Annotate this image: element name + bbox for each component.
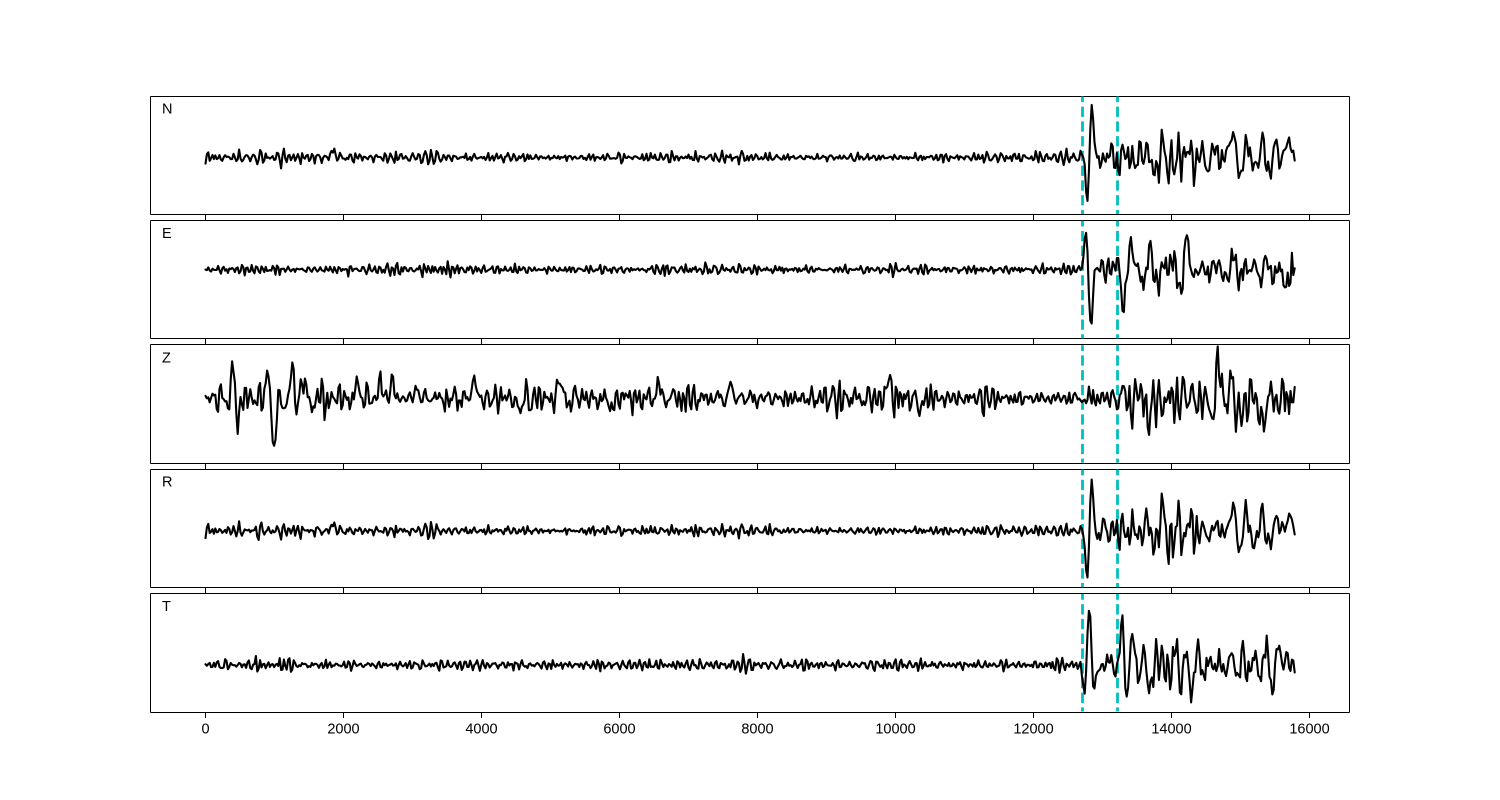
svg-text:4000: 4000 bbox=[465, 722, 497, 738]
svg-text:10000: 10000 bbox=[875, 722, 915, 738]
svg-text:Z: Z bbox=[162, 350, 171, 366]
svg-text:6000: 6000 bbox=[603, 722, 635, 738]
svg-text:8000: 8000 bbox=[741, 722, 773, 738]
svg-text:T: T bbox=[162, 599, 171, 615]
svg-text:16000: 16000 bbox=[1289, 722, 1329, 738]
svg-text:R: R bbox=[162, 475, 172, 491]
svg-text:12000: 12000 bbox=[1013, 722, 1053, 738]
svg-text:14000: 14000 bbox=[1151, 722, 1191, 738]
svg-text:N: N bbox=[162, 102, 172, 118]
svg-text:0: 0 bbox=[201, 722, 209, 738]
svg-text:2000: 2000 bbox=[327, 722, 359, 738]
svg-text:E: E bbox=[162, 226, 172, 242]
